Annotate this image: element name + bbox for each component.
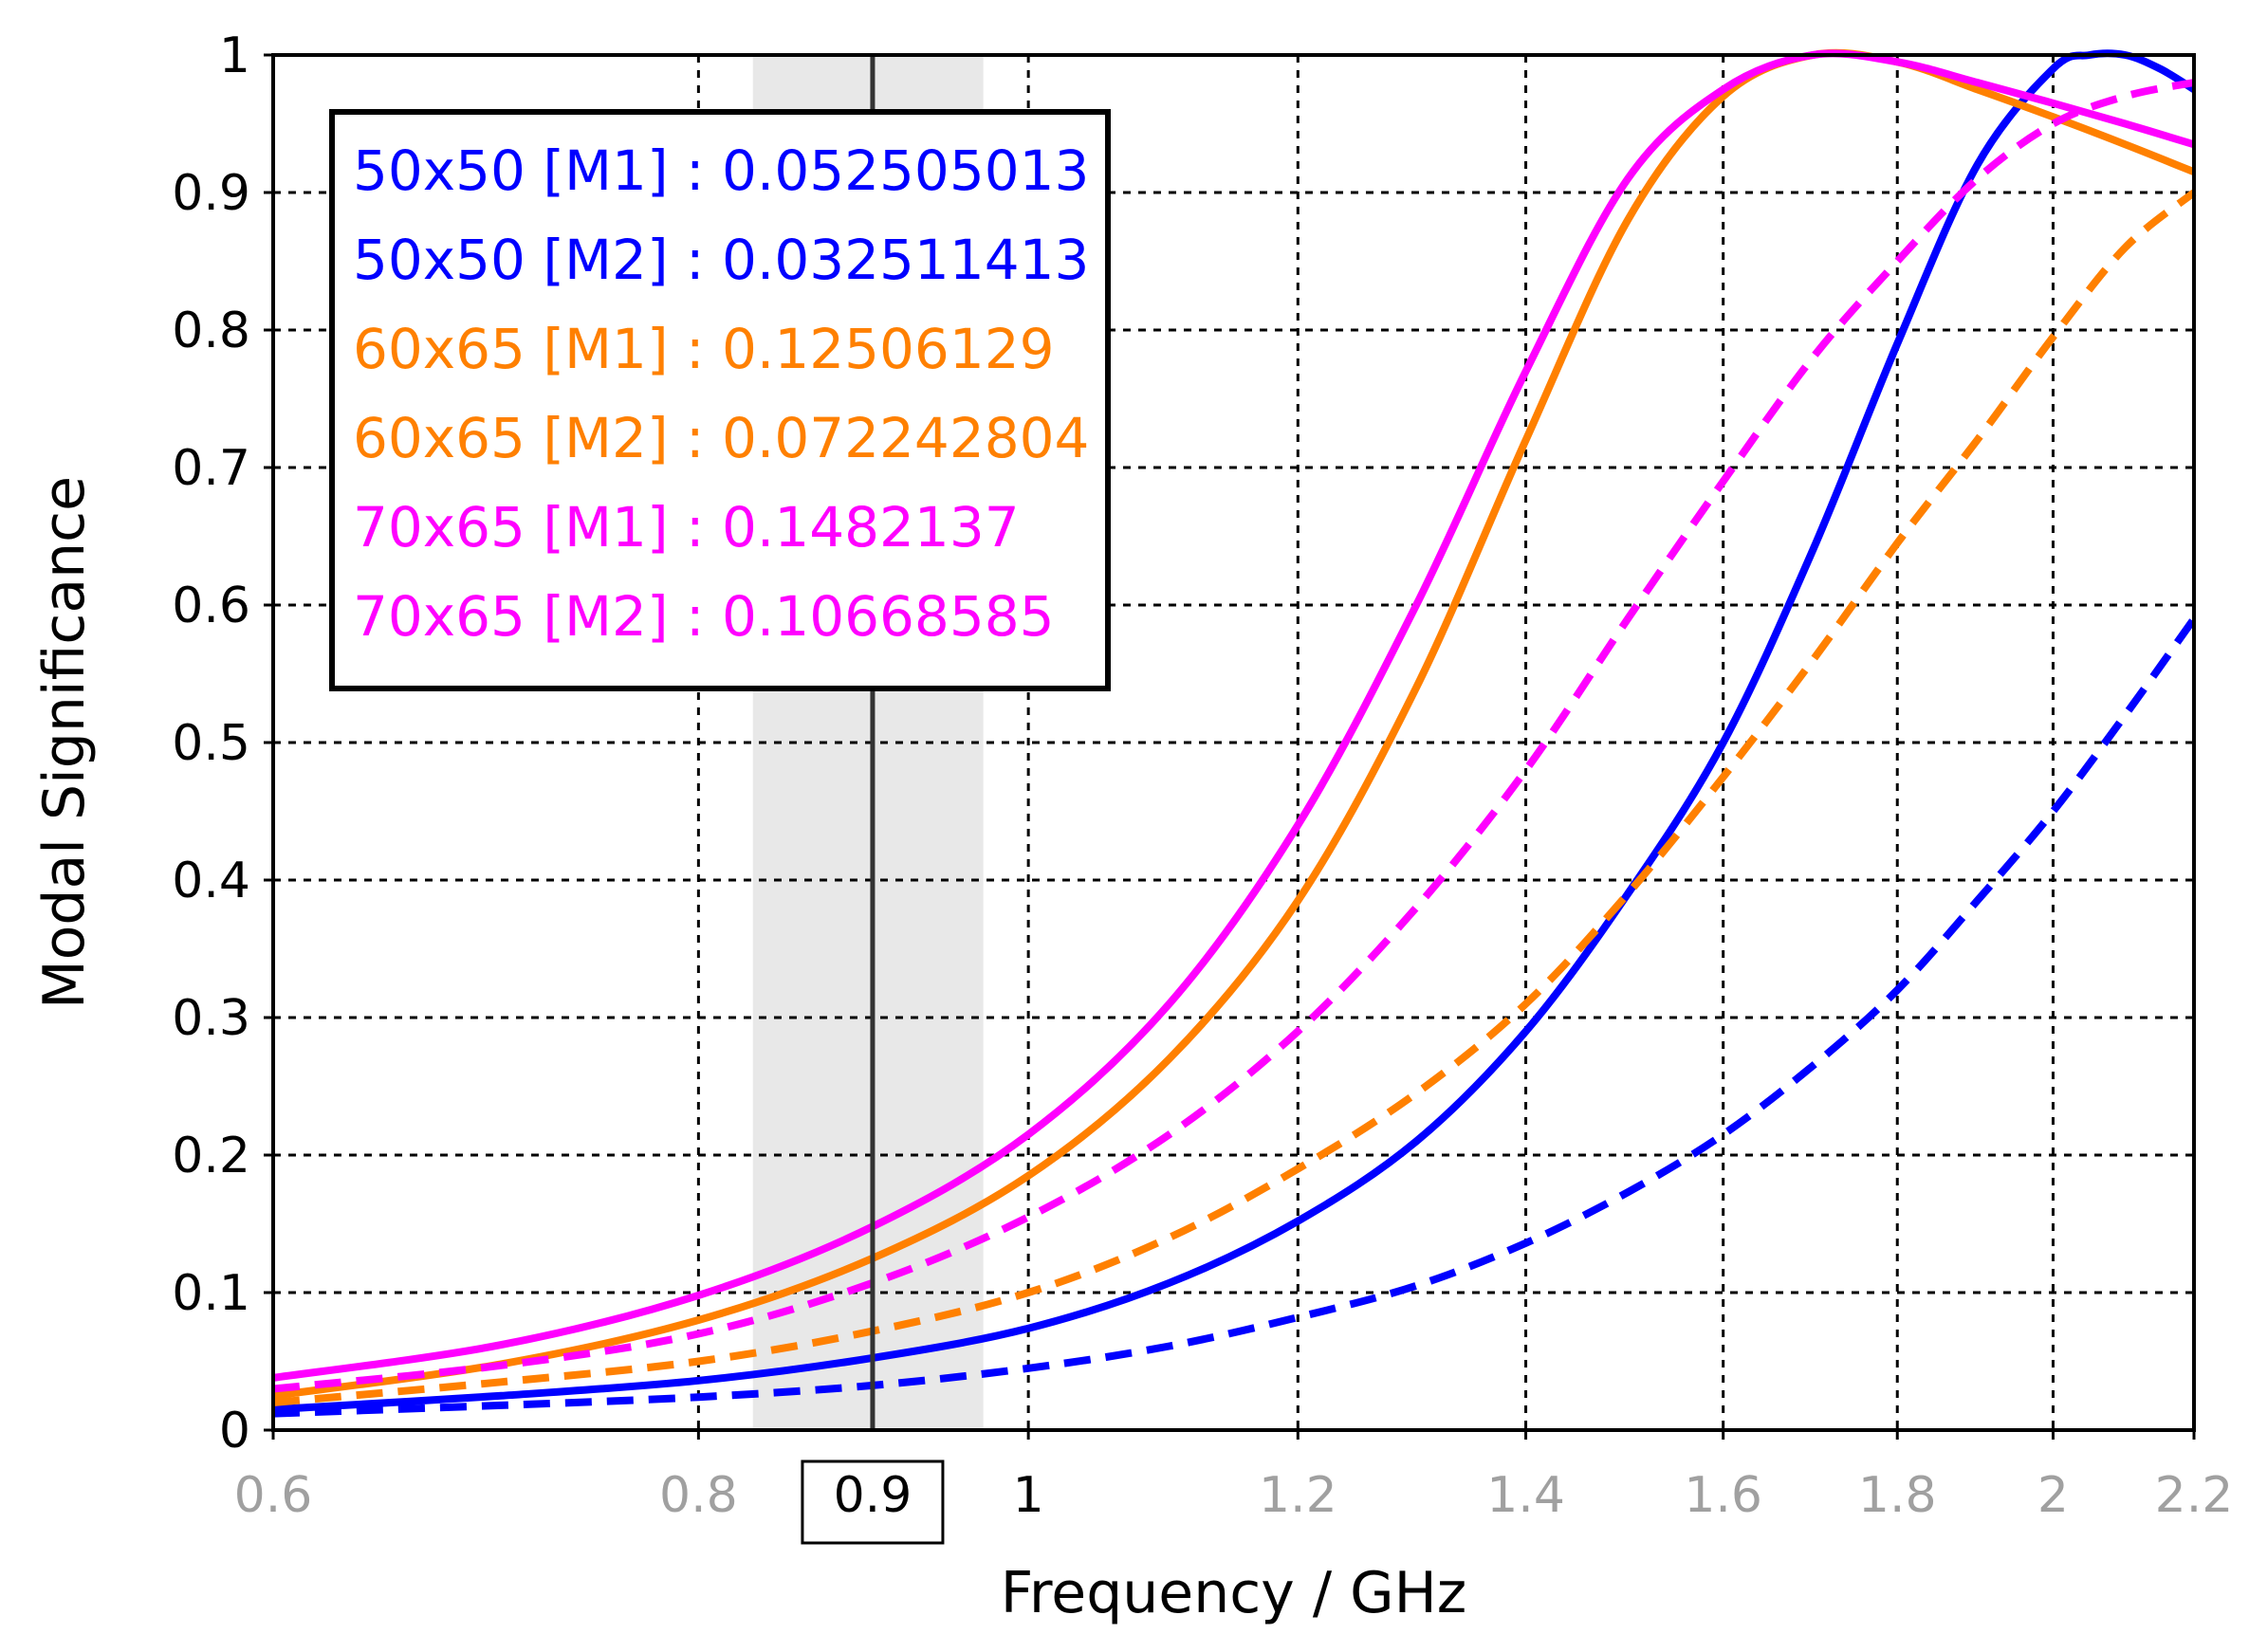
y-tick-label: 0.7 (172, 440, 250, 497)
y-axis-title: Modal Significance (31, 476, 98, 1009)
x-tick-label: 2.2 (2155, 1467, 2234, 1524)
series-line-50x50-m1[interactable] (272, 49, 2197, 1414)
x-tick-label: 2 (2037, 1467, 2069, 1524)
legend[interactable]: 50x50 [M1] : 0.052505013 50x50 [M2] : 0.0… (329, 109, 1111, 691)
legend-entry: 50x50 [M1] : 0.052505013 (353, 138, 1089, 203)
series-line-60x65-m2[interactable] (272, 189, 2197, 1406)
legend-entry: 60x65 [M1] : 0.12506129 (353, 317, 1055, 381)
legend-entry: 60x65 [M2] : 0.072242804 (353, 406, 1089, 470)
y-tick-label: 1 (219, 28, 250, 84)
y-tick-label: 0.8 (172, 303, 250, 359)
marker-label-box[interactable] (801, 1459, 945, 1545)
y-tick-label: 0.3 (172, 990, 250, 1047)
legend-entries: 50x50 [M1] : 0.052505013 50x50 [M2] : 0.0… (353, 138, 1089, 649)
series-lines (272, 48, 2198, 1418)
series-line-70x65-m1[interactable] (272, 49, 2196, 1382)
marker-label[interactable]: 0.9 (801, 1459, 945, 1545)
x-tick-label: 0.6 (234, 1467, 313, 1524)
x-tick-label: 0.8 (659, 1467, 738, 1524)
x-tick-label: 1.6 (1684, 1467, 1762, 1524)
legend-box (329, 109, 1111, 691)
x-tick-label: 1.4 (1486, 1467, 1565, 1524)
y-axis-ticks: 0 0.1 0.2 0.3 0.4 0.5 0.6 0.7 0.8 0.9 1 (172, 28, 273, 1459)
x-tick-label: 1.2 (1259, 1467, 1337, 1524)
y-tick-label: 0.5 (172, 715, 250, 772)
x-axis-ticks: 0.6 0.8 1 1.2 1.4 1.6 1.8 2 2.2 (234, 1430, 2234, 1524)
series-line-70x65-m2[interactable] (272, 79, 2195, 1393)
y-tick-label: 0.2 (172, 1128, 250, 1184)
y-tick-label: 0.1 (172, 1265, 250, 1322)
y-tick-label: 0.4 (172, 853, 250, 909)
x-tick-label: 1.8 (1858, 1467, 1937, 1524)
x-tick-label: 1 (1013, 1467, 1044, 1524)
legend-entry: 70x65 [M2] : 0.10668585 (353, 584, 1055, 649)
y-tick-label: 0.9 (172, 165, 250, 222)
x-axis-title: Frequency / GHz (1001, 1560, 1466, 1626)
marker-label-text: 0.9 (834, 1467, 913, 1524)
y-tick-label: 0.6 (172, 578, 250, 634)
legend-entry: 70x65 [M1] : 0.1482137 (353, 495, 1020, 560)
y-tick-label: 0 (219, 1403, 250, 1459)
legend-entry: 50x50 [M2] : 0.032511413 (353, 228, 1089, 292)
